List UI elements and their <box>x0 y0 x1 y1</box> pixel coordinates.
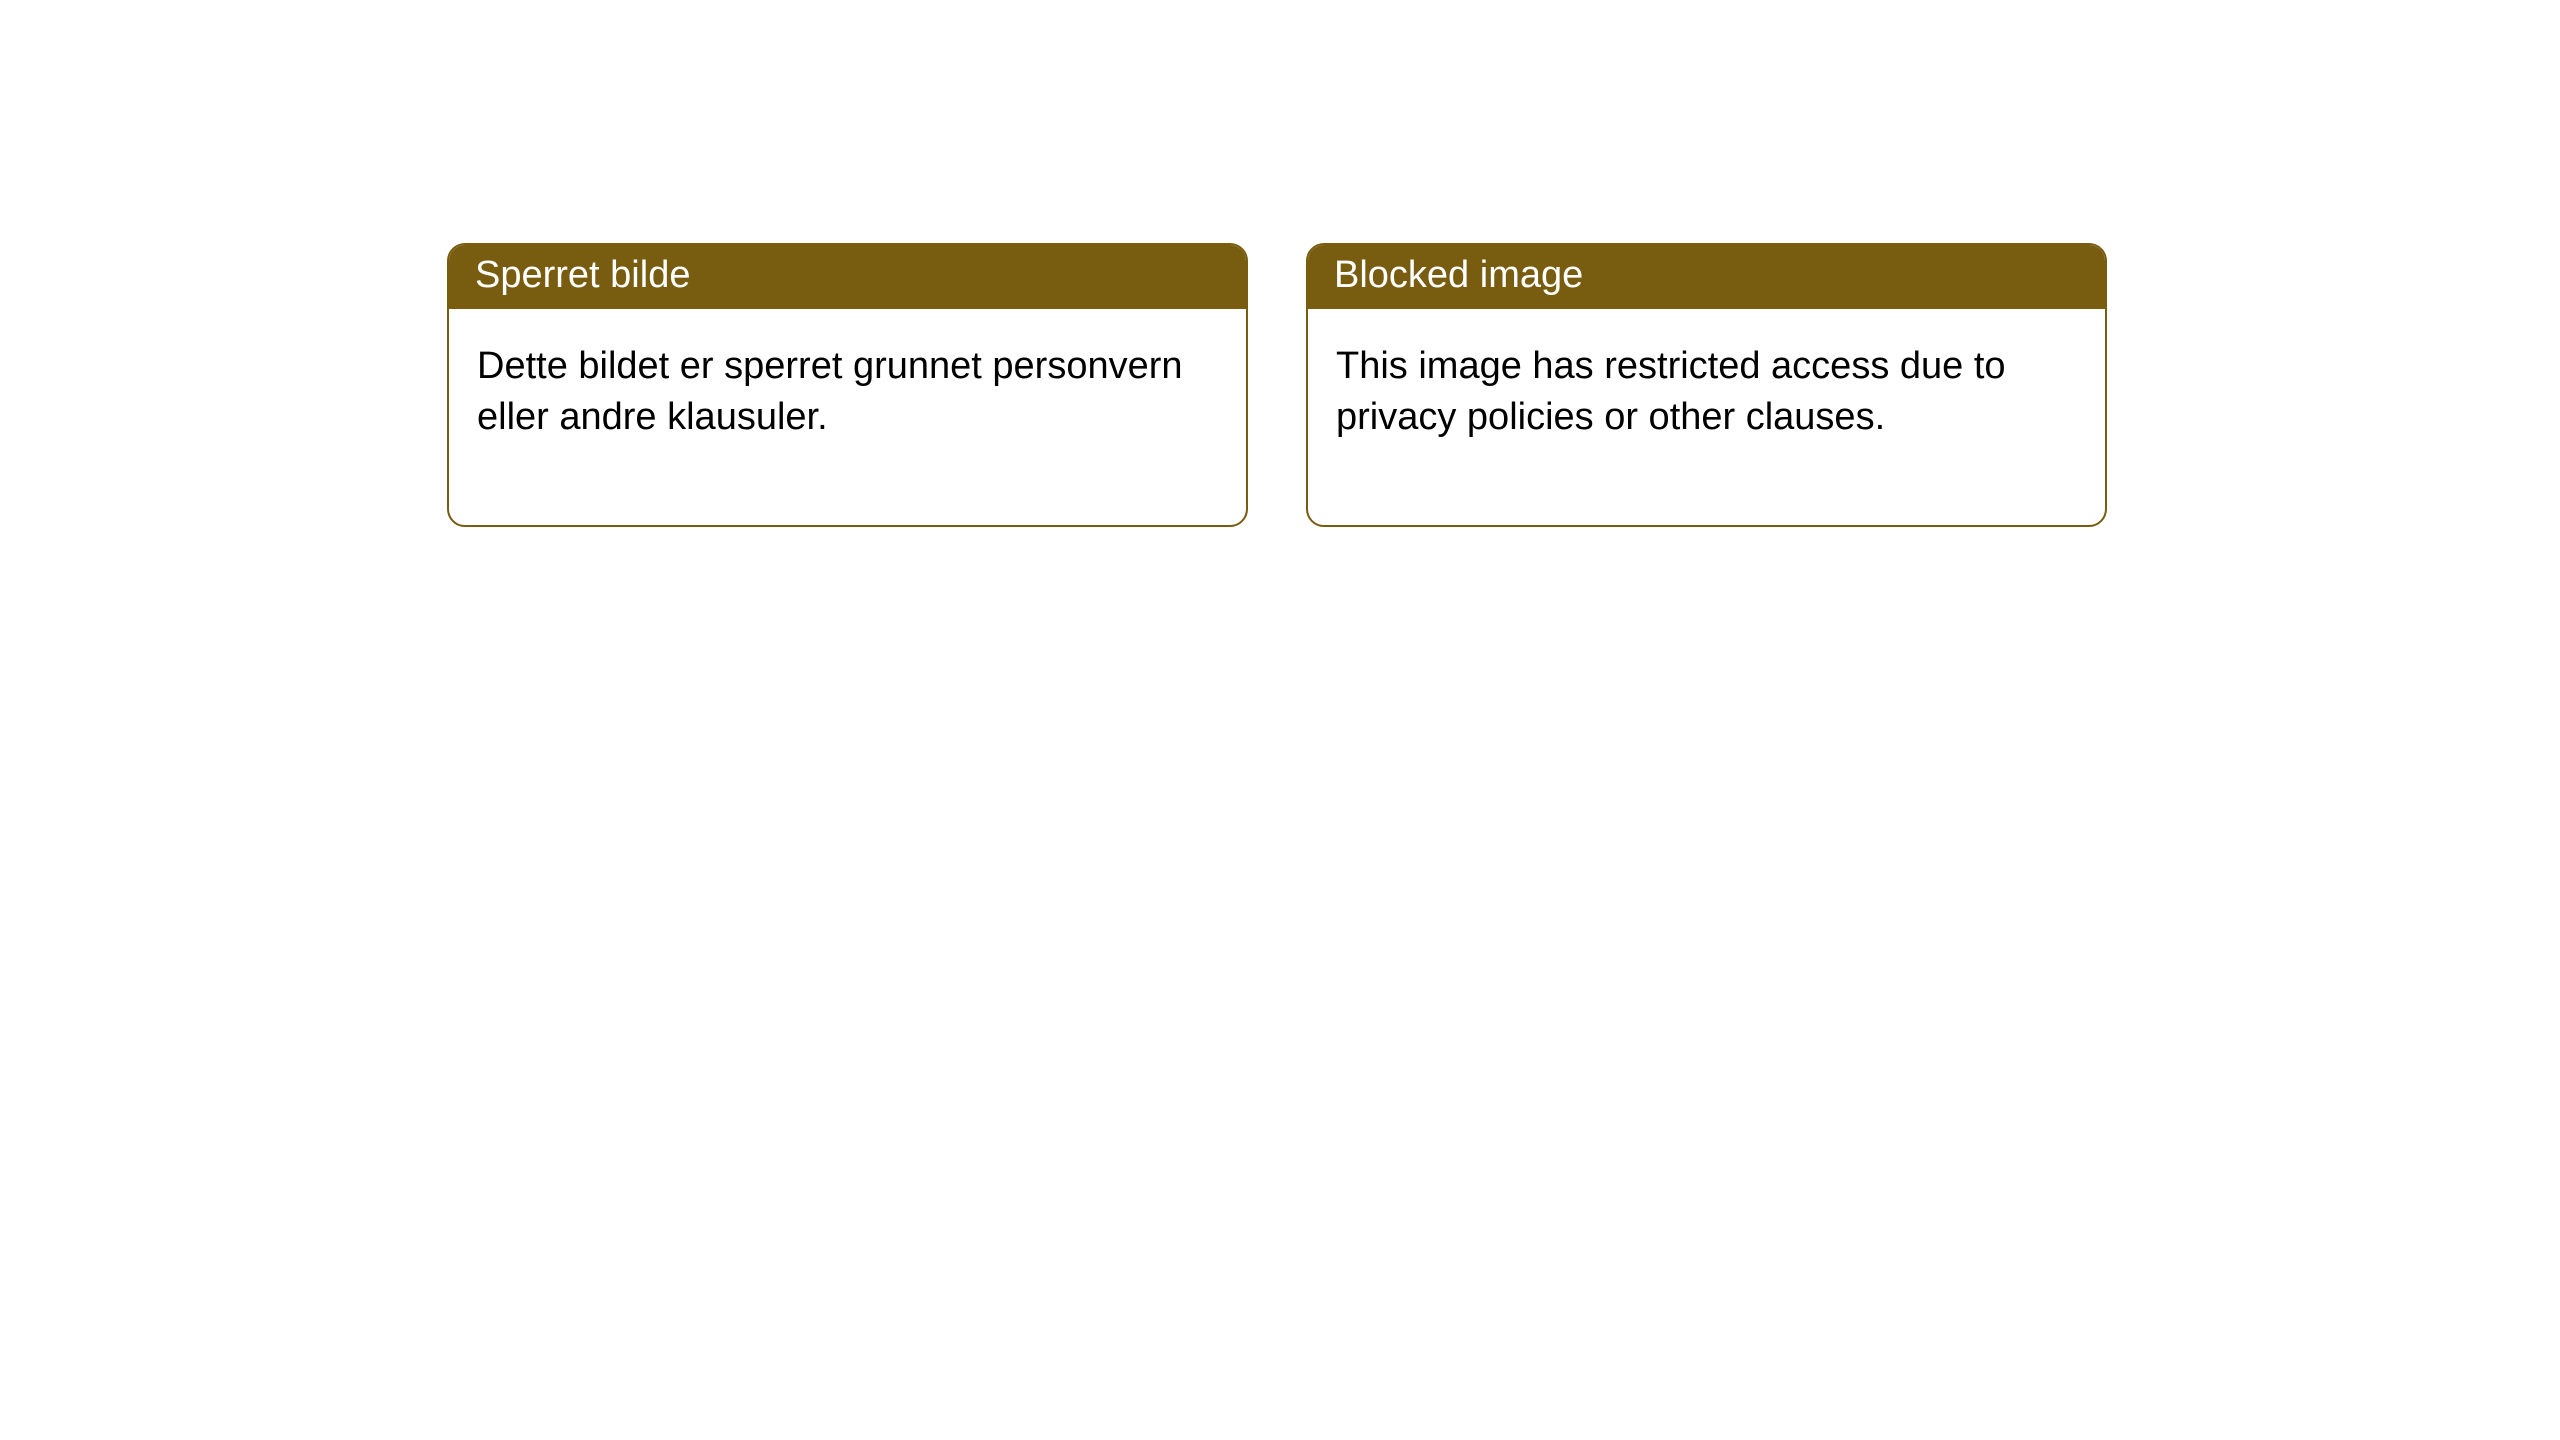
notice-body-no: Dette bildet er sperret grunnet personve… <box>449 309 1246 526</box>
notice-card-en: Blocked image This image has restricted … <box>1306 243 2107 527</box>
notice-text-en: This image has restricted access due to … <box>1336 341 2077 444</box>
notice-title-en: Blocked image <box>1334 254 1583 296</box>
notice-header-en: Blocked image <box>1308 245 2105 309</box>
notice-title-no: Sperret bilde <box>475 254 690 296</box>
notice-card-no: Sperret bilde Dette bildet er sperret gr… <box>447 243 1248 527</box>
notice-container: Sperret bilde Dette bildet er sperret gr… <box>447 243 2107 527</box>
notice-header-no: Sperret bilde <box>449 245 1246 309</box>
notice-body-en: This image has restricted access due to … <box>1308 309 2105 526</box>
notice-text-no: Dette bildet er sperret grunnet personve… <box>477 341 1218 444</box>
